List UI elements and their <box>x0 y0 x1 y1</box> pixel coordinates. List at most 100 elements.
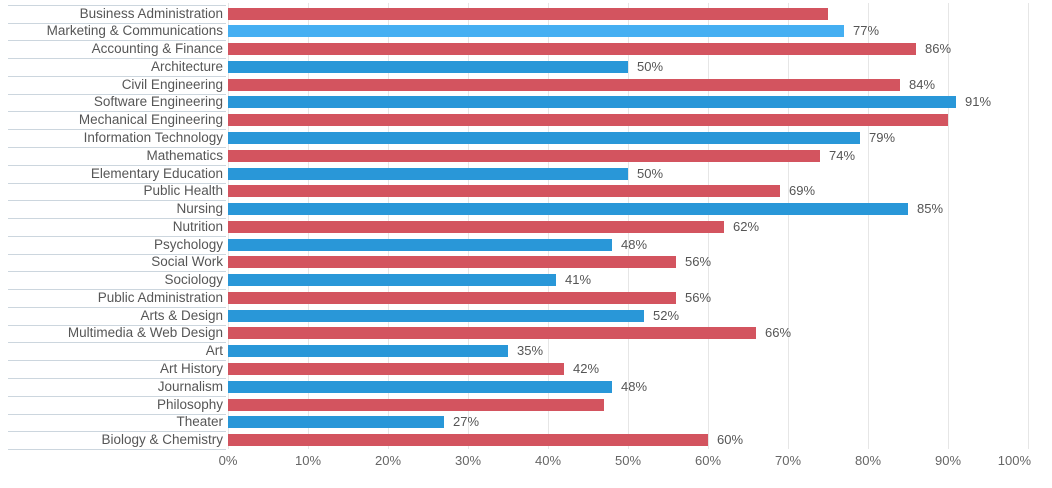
bar-value-label: 69% <box>789 183 816 199</box>
bar-value-label: 48% <box>621 236 648 252</box>
category-label: Elementary Education <box>90 165 223 181</box>
bar-value-label: 91% <box>965 94 992 110</box>
bar[interactable] <box>228 167 628 180</box>
category-label: Arts & Design <box>140 307 223 323</box>
category-row-separator <box>8 395 226 397</box>
bar[interactable] <box>228 256 676 269</box>
category-label: Sociology <box>164 272 223 288</box>
bar-value-label: 74% <box>829 147 856 163</box>
category-row-separator <box>8 378 226 379</box>
bar-value-label: 79% <box>869 130 896 145</box>
bar-value-label: 41% <box>565 272 592 288</box>
x-axis-tick-label: 10% <box>294 453 322 468</box>
category-row-separator <box>8 164 226 166</box>
bar[interactable] <box>228 78 900 91</box>
bar[interactable] <box>228 96 956 109</box>
bar-value-label: 84% <box>909 76 936 92</box>
bar-value-label: 27% <box>453 414 480 430</box>
category-label: Accounting & Finance <box>91 41 223 57</box>
category-label: Software Engineering <box>93 94 223 110</box>
bar[interactable] <box>228 238 612 251</box>
bar[interactable] <box>228 434 708 447</box>
bar[interactable] <box>228 25 844 38</box>
bar-value-label: 50% <box>637 58 664 74</box>
bar[interactable] <box>228 274 556 287</box>
category-label: Biology & Chemistry <box>101 432 223 448</box>
bar[interactable] <box>228 220 724 233</box>
category-row-separator <box>8 235 226 237</box>
bar-value-label: 62% <box>733 218 760 234</box>
x-axis-tick-label: 30% <box>454 453 482 468</box>
category-label: Public Health <box>143 183 223 199</box>
category-row-separator <box>8 324 226 326</box>
bar[interactable] <box>228 327 756 340</box>
bar[interactable] <box>228 149 820 162</box>
category-row-separator <box>8 342 226 344</box>
category-label: Philosophy <box>156 396 223 412</box>
category-row-separator <box>8 306 226 308</box>
category-label: Theater <box>176 414 223 430</box>
category-row-separator <box>8 129 226 131</box>
category-row-separator <box>8 253 226 255</box>
x-axis-tick-label: 60% <box>694 453 722 468</box>
bar[interactable] <box>228 203 908 216</box>
x-axis-tick-label: 70% <box>774 453 802 468</box>
x-axis-tick-label: 100% <box>997 453 1031 468</box>
category-label: Mechanical Engineering <box>78 112 223 128</box>
category-row-separator <box>8 360 226 362</box>
bar-value-label: 52% <box>653 307 680 323</box>
x-axis-tick-label: 80% <box>854 453 882 468</box>
bar-value-label: 56% <box>685 254 712 270</box>
bar-value-label: 77% <box>853 23 880 39</box>
category-row-separator <box>8 182 226 184</box>
category-row-separator <box>8 40 226 42</box>
bar[interactable] <box>228 43 916 56</box>
bar-value-label: 56% <box>685 289 712 305</box>
category-label: Architecture <box>150 58 223 74</box>
bar-value-label: 85% <box>917 201 944 217</box>
category-label: Information Technology <box>83 130 223 145</box>
category-row-separator <box>8 111 226 113</box>
bar[interactable] <box>228 132 860 144</box>
bar[interactable] <box>228 185 780 198</box>
bar[interactable] <box>228 309 644 322</box>
x-gridline <box>788 3 789 449</box>
category-row-separator <box>8 4 226 6</box>
bar[interactable] <box>228 416 444 429</box>
x-axis-tick-label: 90% <box>934 453 962 468</box>
bar-value-label: 48% <box>621 378 648 394</box>
category-label: Public Administration <box>97 289 223 305</box>
category-row-separator <box>8 271 226 273</box>
x-axis-tick-label: 20% <box>374 453 402 468</box>
category-row-separator <box>8 431 226 433</box>
category-label: Civil Engineering <box>121 76 223 92</box>
category-row-separator <box>8 93 226 95</box>
category-row-separator <box>8 58 226 60</box>
category-label: Mathematics <box>146 147 223 163</box>
category-row-separator <box>8 218 226 220</box>
bar-value-label: 86% <box>925 41 952 57</box>
category-label: Art <box>205 343 223 359</box>
category-label: Social Work <box>151 254 223 270</box>
bar[interactable] <box>228 380 612 393</box>
bar[interactable] <box>228 345 508 358</box>
bar-value-label: 60% <box>717 432 744 448</box>
bar[interactable] <box>228 114 948 127</box>
x-gridline <box>948 3 949 449</box>
bar-value-label: 50% <box>637 165 664 181</box>
category-label: Business Administration <box>79 5 223 21</box>
category-row-separator <box>8 289 226 291</box>
category-row-separator <box>8 413 226 415</box>
bar[interactable] <box>228 7 828 20</box>
category-row-separator <box>8 22 226 24</box>
category-label: Nursing <box>176 201 223 217</box>
bar[interactable] <box>228 398 604 411</box>
bar[interactable] <box>228 291 676 304</box>
category-row-separator <box>8 449 226 451</box>
category-label: Multimedia & Web Design <box>67 325 223 341</box>
category-label: Nutrition <box>172 218 223 234</box>
category-label: Marketing & Communications <box>46 23 223 39</box>
bar[interactable] <box>228 363 564 376</box>
bar[interactable] <box>228 60 628 73</box>
